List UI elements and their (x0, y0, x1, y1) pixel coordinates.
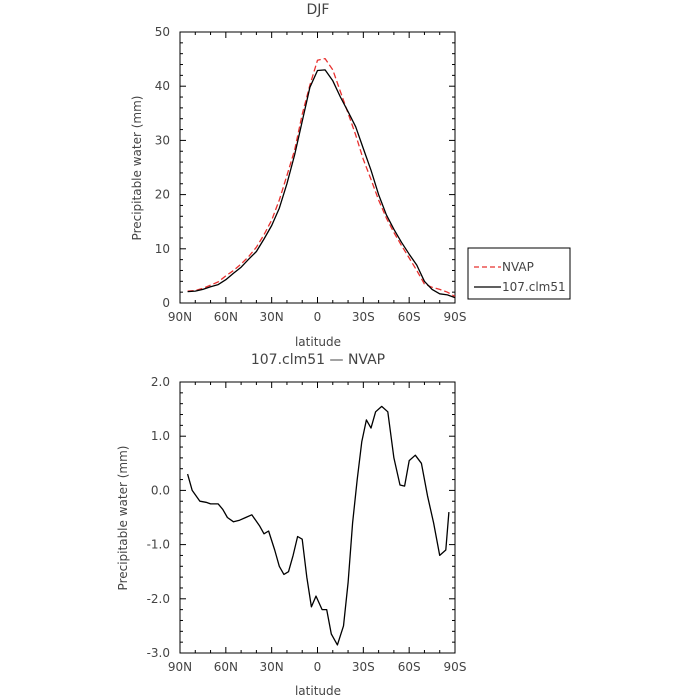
bottom-series-line-0 (186, 405, 450, 646)
top-x-tick-label: 30S (352, 310, 375, 324)
top-series-line-0 (187, 57, 456, 298)
top-y-tick-label: 40 (155, 79, 170, 93)
top-x-tick-label: 90S (444, 310, 467, 324)
top-y-tick-label: 20 (155, 188, 170, 202)
bottom-x-tick-label: 60N (214, 660, 238, 674)
top-y-axis-label: Precipitable water (mm) (130, 96, 144, 241)
bottom-y-tick-label: -2.0 (147, 592, 170, 606)
bottom-y-tick-label: -3.0 (147, 646, 170, 660)
bottom-series (186, 405, 450, 646)
top-series (187, 57, 456, 299)
bottom-y-tick-label: 1.0 (151, 429, 170, 443)
top-ticks: 90N 60N 30N 0 30S 60S 90S 0 10 20 30 40 50 (155, 25, 467, 324)
top-y-tick-label: 50 (155, 25, 170, 39)
top-y-tick-label: 0 (162, 296, 170, 310)
top-x-tick-label: 60N (214, 310, 238, 324)
legend-label-nvap: NVAP (502, 260, 534, 274)
top-x-tick-label: 60S (398, 310, 421, 324)
top-x-tick-label: 30N (260, 310, 284, 324)
top-panel: DJF 90N 60N 30N 0 30S 60S 90S 0 10 20 30 40 50 latit… (130, 2, 571, 349)
bottom-x-axis-label: latitude (295, 684, 341, 698)
top-x-axis-label: latitude (295, 335, 341, 349)
bottom-panel: 107.clm51 — NVAP 90N 60N 30N 0 30S 60S 90S -3.0… (116, 352, 466, 698)
bottom-y-tick-label: 2.0 (151, 375, 170, 389)
bottom-x-tick-label: 30S (352, 660, 375, 674)
bottom-x-tick-label: 30N (260, 660, 284, 674)
bottom-ticks: 90N 60N 30N 0 30S 60S 90S -3.0 -2.0 -1.0 0.0 1.0 2.0 (147, 375, 467, 674)
top-plot-frame (179, 31, 456, 304)
legend-label-clm51: 107.clm51 (502, 280, 566, 294)
top-y-tick-label: 30 (155, 133, 170, 147)
bottom-x-tick-label: 90S (444, 660, 467, 674)
bottom-y-tick-label: -1.0 (147, 538, 170, 552)
bottom-x-tick-label: 90N (168, 660, 192, 674)
bottom-plot-frame (179, 381, 456, 654)
legend-box (467, 247, 571, 300)
top-series-line-1 (187, 69, 456, 299)
top-x-tick-label: 90N (168, 310, 192, 324)
bottom-x-tick-label: 60S (398, 660, 421, 674)
bottom-y-axis-label: Precipitable water (mm) (116, 446, 130, 591)
top-x-tick-label: 0 (314, 310, 322, 324)
bottom-chart-title: 107.clm51 — NVAP (251, 352, 385, 368)
top-chart-title: DJF (307, 2, 330, 18)
bottom-y-tick-label: 0.0 (151, 483, 170, 497)
legend: NVAP 107.clm51 (467, 247, 571, 300)
bottom-x-tick-label: 0 (314, 660, 322, 674)
top-y-tick-label: 10 (155, 242, 170, 256)
